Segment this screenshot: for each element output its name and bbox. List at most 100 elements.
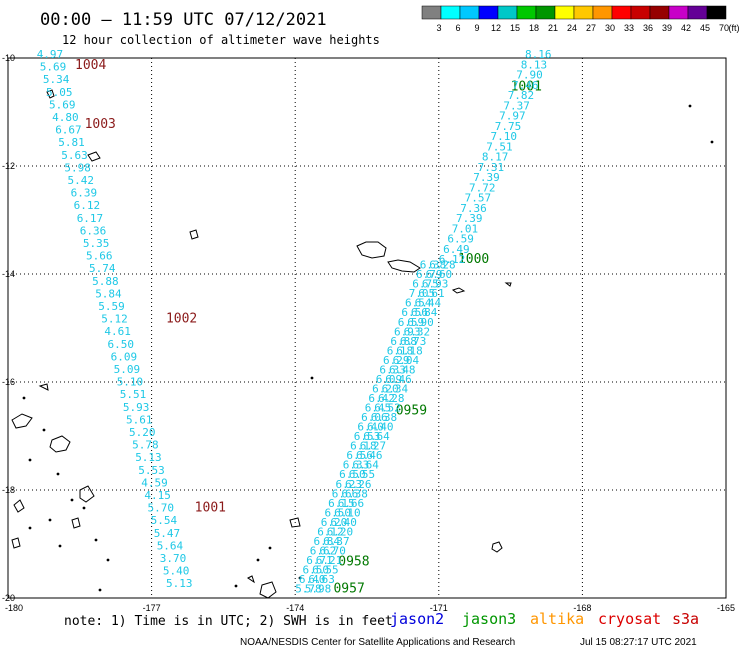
swh-value: 5.51 [120,388,147,401]
satellite-cryosat: cryosat [598,610,661,628]
swh-value: 6.60 [426,268,453,281]
island-niue [491,541,503,553]
island-savaii [356,241,387,259]
swh-value: 6.33 [343,459,370,472]
swh-value: 6.26 [345,478,372,491]
swh-value: 7.39 [456,212,483,225]
islet-dot [268,546,272,550]
scale-swatch [516,5,537,20]
swh-value: 5.78 [132,439,159,452]
swh-value: 7.31 [478,161,505,174]
swh-value: 5.63 [61,149,88,162]
swh-value: 6.06 [361,411,388,424]
swh-value: 6.17 [77,212,104,225]
scale-label: 3 [436,23,441,33]
pressure-label: 1001 [511,79,542,94]
swh-value: 5.78 [295,583,322,596]
swh-value: 6.59 [447,233,474,246]
scale-label: 27 [586,23,596,33]
diagonal-track-a: 6.386.796.757.056.546.566.596.936.886.18… [295,259,446,596]
island-lau-5 [71,517,81,529]
satellite-jason2: jason2 [390,610,444,628]
pressure-labels: 1004 1003 1002 1001 1001 1000 0959 0958 0957 [75,58,542,597]
scale-swatch [554,5,575,20]
swh-value: 3.70 [160,552,187,565]
lon-tick-label: -168 [573,603,591,613]
scale-label: 6 [455,23,460,33]
lat-tick-label: -14 [2,269,15,279]
scale-swatch [497,5,518,20]
swh-value: 5.42 [68,174,95,187]
swh-value: 7.51 [486,140,513,153]
islet-dot [58,544,62,548]
lat-tick-label: -12 [2,161,15,171]
scale-swatch [459,5,480,20]
scale-label: 45 [700,23,710,33]
satellite-altika: altika [530,610,584,628]
swh-value: 7.01 [452,222,479,235]
swh-value: 6.75 [412,278,439,291]
swh-value: 5.81 [58,136,85,149]
swh-value: 6.93 [422,278,449,291]
swh-value: 5.13 [135,451,162,464]
swh-value: 6.88 [390,335,417,348]
swh-value: 6.66 [332,487,359,500]
swh-value: 4.80 [52,111,79,124]
swh-value: 5.53 [138,464,165,477]
scale-swatch [611,5,632,20]
swh-value: 6.49 [443,243,470,256]
swh-value: 5.59 [98,300,125,313]
swh-value: 6.61 [418,287,445,300]
map-frame [7,57,727,599]
islet-dot [298,576,302,580]
swh-value: 6.59 [398,316,425,329]
swh-value: 6.20 [372,383,399,396]
swh-value: 7.37 [503,99,530,112]
swh-value: 6.70 [319,545,346,558]
scale-swatch [687,5,708,20]
swh-value: 5.40 [163,565,190,578]
swh-value: 5.54 [151,514,178,527]
scale-label: 15 [510,23,520,33]
island-upolu [387,259,421,273]
islet-dot [22,396,26,400]
swh-value: 5.09 [114,363,141,376]
islet-dot [256,558,260,562]
lon-tick-label: -180 [5,603,23,613]
swh-value: 6.04 [393,354,420,367]
swh-value: 7.46 [512,79,539,92]
island-taveuni [49,435,71,453]
swh-value: 6.40 [299,573,326,586]
swh-value: 5.64 [157,539,184,552]
swh-value: 6.28 [429,259,456,272]
pressure-label: 1001 [195,501,226,516]
islet-dot [56,472,60,476]
east-track: 8.168.137.907.467.827.377.977.757.107.51… [439,48,552,266]
small-islets [22,104,714,592]
scale-unit: (ft) [729,23,740,33]
swh-value: 5.74 [89,262,116,275]
scale-label: 12 [491,23,501,33]
islet-dot [98,588,102,592]
swh-value: 6.37 [323,535,350,548]
island-lau-4 [11,537,21,549]
lat-tick-label: -16 [2,377,15,387]
swh-value: 6.18 [350,440,377,453]
swh-value: 6.50 [325,506,352,519]
swh-value: 6.12 [439,253,466,266]
swh-value: 5.93 [123,401,149,414]
lon-tick-label: -177 [143,603,161,613]
swh-value: 6.46 [385,373,412,386]
swh-value: 6.09 [376,373,403,386]
swh-value: 6.38 [420,259,447,272]
swh-value: 8.16 [525,48,552,61]
pressure-label: 1003 [85,117,116,132]
swh-value: 6.32 [404,325,431,338]
island-manua [504,282,512,287]
scale-swatch [535,5,556,20]
islet-dot [688,104,692,108]
island-tutuila [451,287,466,294]
islet-dot [82,506,86,510]
swh-value: 6.54 [405,297,432,310]
scale-label: 36 [643,23,653,33]
